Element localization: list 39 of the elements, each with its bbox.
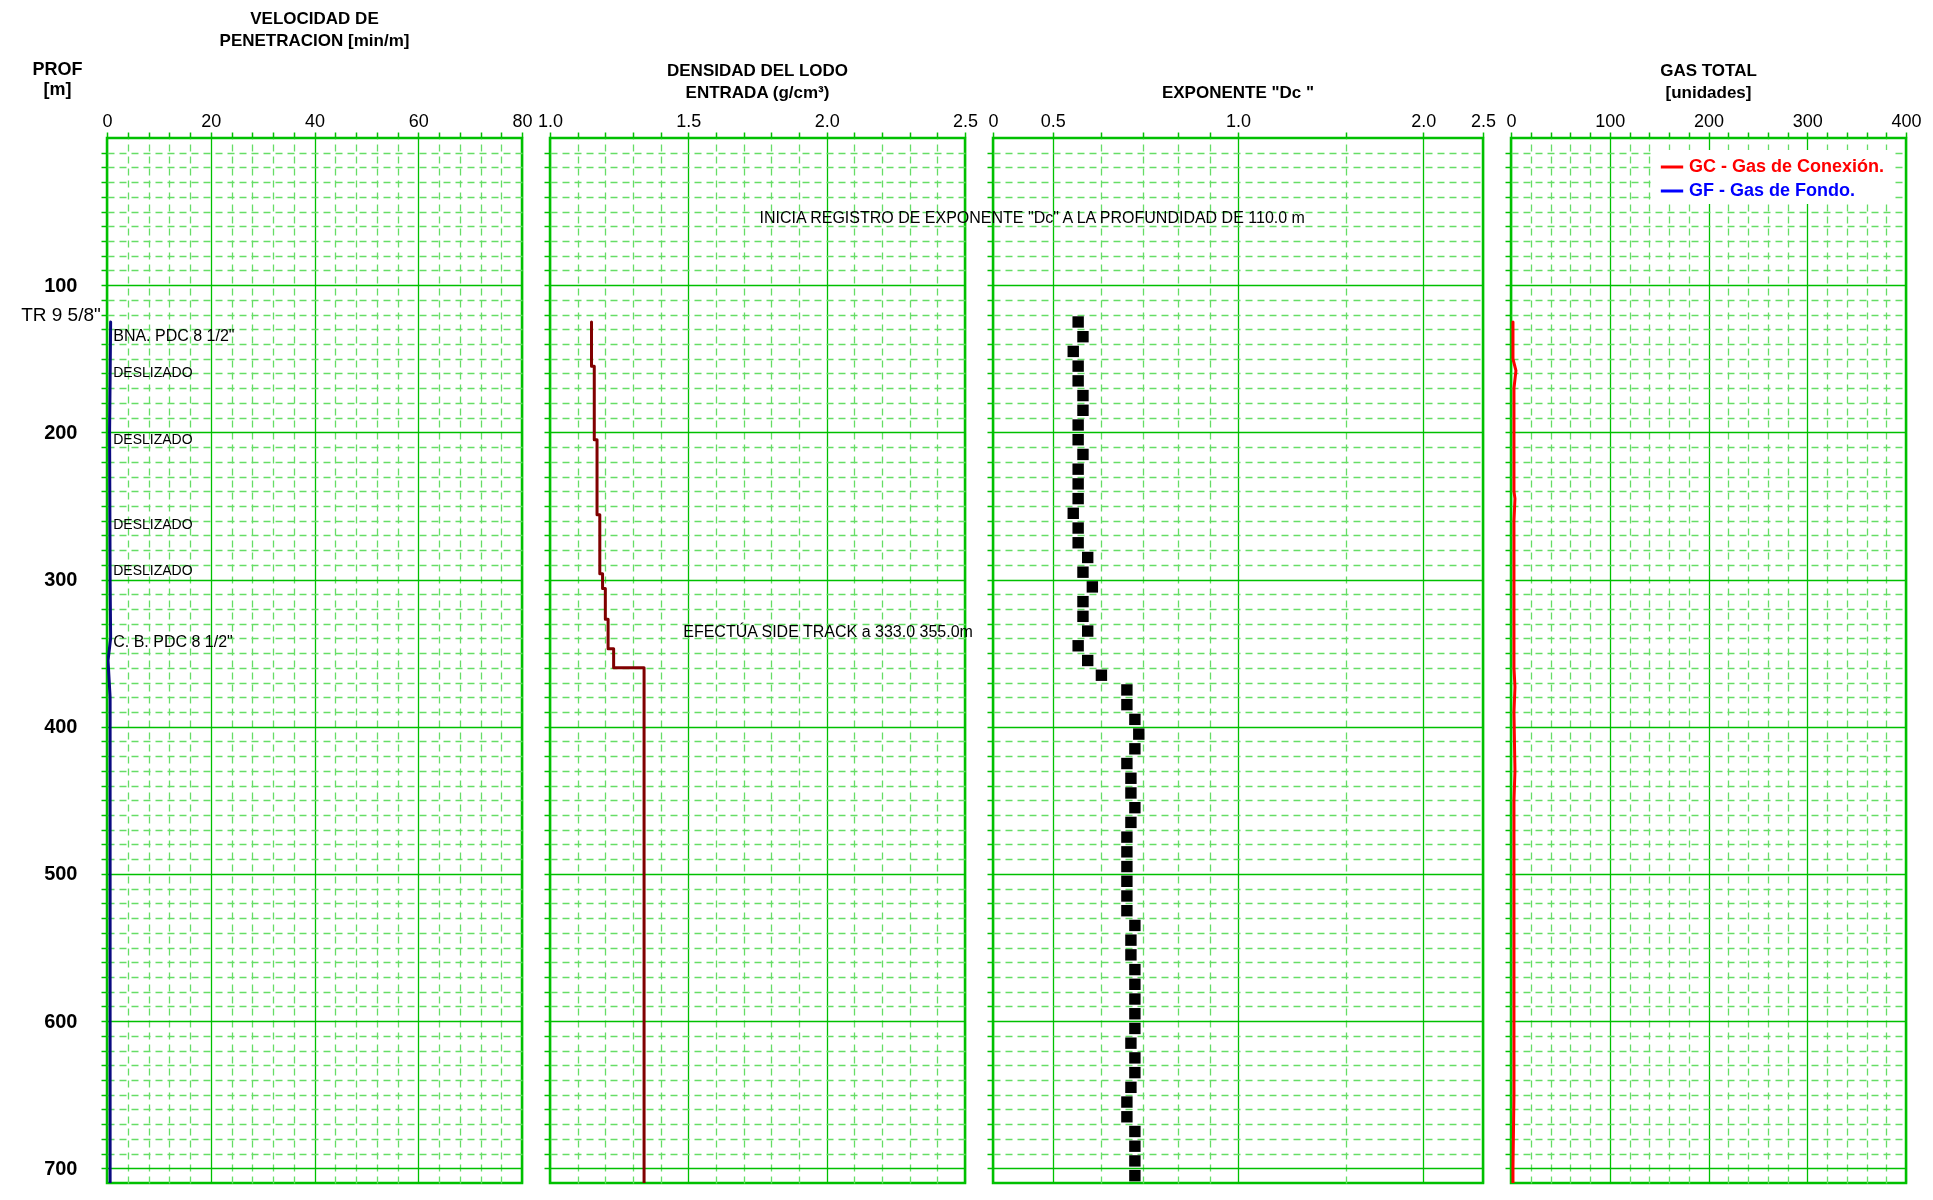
chart-title: EXPONENTE "Dc " — [1161, 83, 1315, 102]
x-tick-label: 1.0 — [1225, 110, 1252, 131]
x-tick-label: 300 — [1792, 110, 1823, 131]
x-tick-label: 2.5 — [952, 110, 979, 131]
x-tick-label: 2.0 — [814, 110, 840, 131]
y-tick-label: 700 — [44, 1156, 78, 1179]
y-tick-label: 300 — [44, 568, 78, 591]
y-axis-title: PROF [m] — [32, 58, 83, 99]
x-tick-label: 1.0 — [537, 110, 564, 131]
y-tick-label: 100 — [44, 273, 78, 296]
legend-label: GF - Gas de Fondo. — [1689, 180, 1855, 200]
line-series — [107, 320, 113, 1183]
x-tick-label: 0 — [988, 110, 999, 131]
x-tick-label: 0 — [1506, 110, 1517, 131]
y-tick-label: 500 — [44, 862, 78, 885]
y-tick-label: 200 — [44, 420, 78, 443]
x-tick-label: 40 — [304, 110, 326, 131]
chart-title: VELOCIDAD DE PENETRACION [min/m] — [219, 9, 410, 50]
x-tick-label: 200 — [1693, 110, 1725, 131]
x-tick-label: 20 — [201, 110, 222, 131]
text: TR 9 5/8" — [21, 303, 101, 325]
legend-label: GC - Gas de Conexión. — [1689, 156, 1885, 176]
x-tick-label: 0 — [102, 110, 113, 131]
y-tick-label: 600 — [44, 1009, 78, 1032]
x-tick-label: 80 — [512, 110, 533, 131]
annotation: DESLIZADO — [113, 431, 193, 448]
y-tick-label: 400 — [44, 715, 78, 738]
annotation: DESLIZADO — [113, 364, 193, 381]
chart-title: DENSIDAD DEL LODO ENTRADA (g/cm³) — [666, 61, 849, 102]
x-tick-label: 400 — [1891, 110, 1922, 131]
chart-title: GAS TOTAL [unidades] — [1660, 61, 1757, 102]
x-tick-label: 1.5 — [676, 110, 702, 131]
annotation: DESLIZADO — [113, 561, 193, 578]
x-tick-label: 100 — [1595, 110, 1626, 131]
annotation: DESLIZADO — [113, 515, 193, 532]
x-tick-label: 0.5 — [1040, 110, 1066, 131]
x-tick-label: 2.0 — [1411, 110, 1437, 131]
x-tick-label: 60 — [408, 110, 429, 131]
x-tick-label: 2.5 — [1470, 110, 1497, 131]
